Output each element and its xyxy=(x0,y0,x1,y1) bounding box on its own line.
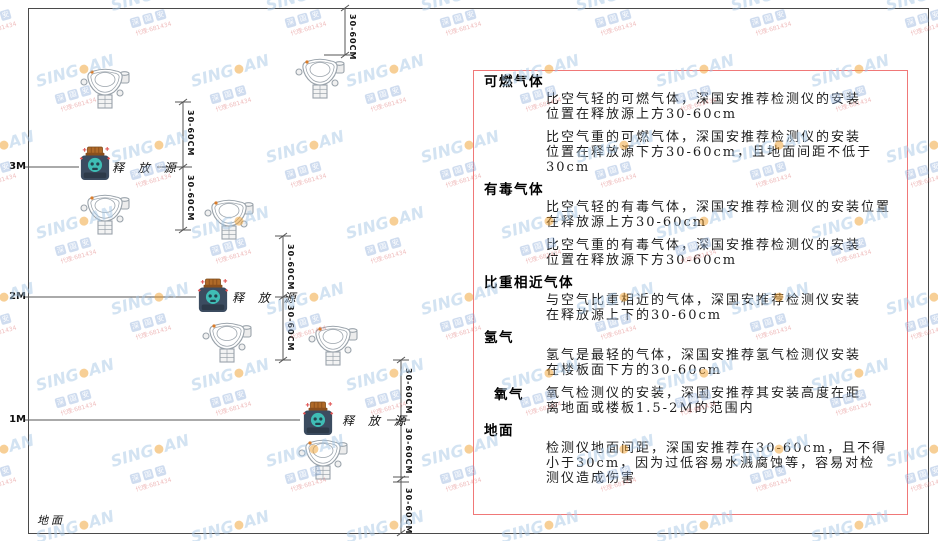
section-paragraph: 氢气是最轻的气体，深国安推荐氢气检测仪安装 在楼板面下方的30-60cm xyxy=(546,348,862,378)
dimension-label: 30-60CM xyxy=(404,428,413,475)
ground-label: 地面 xyxy=(37,514,65,527)
gas-detector-icon xyxy=(297,437,349,481)
section-heading-similar-density-gas: 比重相近气体 xyxy=(484,275,574,291)
height-label-3m: 3M xyxy=(9,161,26,172)
dimension-label: 30-60CM xyxy=(286,305,295,352)
section-heading-toxic-gas: 有毒气体 xyxy=(484,182,544,198)
dimension-label: 30-60CM xyxy=(286,244,295,291)
room-outline xyxy=(28,8,929,534)
height-label-2m: 2M xyxy=(9,291,26,302)
section-paragraph: 比空气重的有毒气体，深国安推荐检测仪的安装 位置在释放源下方30-60cm xyxy=(546,238,862,268)
section-heading-hydrogen: 氢气 xyxy=(484,330,514,346)
section-paragraph: 比空气重的可燃气体，深国安推荐检测仪的安装 位置在释放源下方30-60cm，且地… xyxy=(546,130,873,175)
gas-detector-icon xyxy=(79,66,131,110)
dimension-label: 30-60CM xyxy=(186,175,195,222)
section-paragraph: 检测仪地面间距，深国安推荐在30-60cm，且不得 小于30cm，因为过低容易水… xyxy=(546,441,888,486)
height-label-1m: 1M xyxy=(9,414,26,425)
release-source-icon xyxy=(302,401,334,437)
section-heading-flammable-gas: 可燃气体 xyxy=(484,74,544,90)
release-source-icon xyxy=(197,278,229,314)
installation-info-panel: 可燃气体 比空气轻的可燃气体，深国安推荐检测仪的安装 位置在释放源上方30-60… xyxy=(473,70,908,515)
section-paragraph: 比空气轻的可燃气体，深国安推荐检测仪的安装 位置在释放源上方30-60cm xyxy=(546,92,862,122)
section-paragraph: 比空气轻的有毒气体，深国安推荐检测仪的安装位置 在释放源上方30-60cm xyxy=(546,200,892,230)
section-heading-oxygen: 氧气 xyxy=(494,387,524,403)
section-paragraph: 氧气检测仪的安装，深国安推荐其安装高度在距 离地面或楼板1.5-2M的范围内 xyxy=(546,386,862,416)
release-source-label: 释 放 源 xyxy=(232,291,301,305)
release-source-label: 释 放 源 xyxy=(342,414,411,428)
gas-detector-icon xyxy=(307,323,359,367)
gas-detector-icon xyxy=(294,56,346,100)
gas-detector-icon xyxy=(79,192,131,236)
release-source-icon xyxy=(79,146,111,182)
dimension-label: 30-60CM xyxy=(348,14,357,61)
section-oxygen: 氧气 氧气检测仪的安装，深国安推荐其安装高度在距 离地面或楼板1.5-2M的范围… xyxy=(484,386,897,416)
dimension-label: 30-60CM xyxy=(186,110,195,157)
dimension-label: 30-60CM xyxy=(404,488,413,535)
dimension-label: 30-60CM xyxy=(404,368,413,415)
section-paragraph: 与空气比重相近的气体，深国安推荐检测仪安装 在释放源上下的30-60cm xyxy=(546,293,862,323)
section-heading-ground: 地面 xyxy=(484,423,514,439)
gas-detector-icon xyxy=(203,197,255,241)
gas-detector-icon xyxy=(201,320,253,364)
release-source-label: 释 放 源 xyxy=(112,161,181,175)
